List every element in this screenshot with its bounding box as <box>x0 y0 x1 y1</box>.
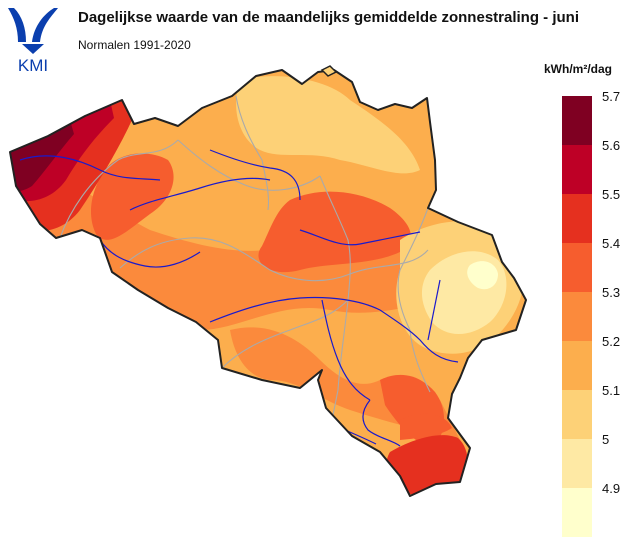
logo-mark-right <box>32 8 58 42</box>
legend-swatch <box>562 96 592 145</box>
legend-tick-label: 4.9 <box>602 481 621 496</box>
legend-tick-label: 5.6 <box>602 138 621 153</box>
belgium-outline <box>9 69 527 497</box>
zone-5-5-south <box>385 435 468 495</box>
legend-tick-label: 5.4 <box>602 236 621 251</box>
color-scale <box>562 96 592 537</box>
logo-mark-left <box>8 8 26 42</box>
zone-5-4-south <box>400 413 452 440</box>
legend-swatch <box>562 292 592 341</box>
legend-tick-label: 5.5 <box>602 187 621 202</box>
zone-5-4-centre <box>258 191 411 273</box>
kmi-logo: KMI <box>8 8 58 74</box>
legend-tick-label: 5.7 <box>602 89 621 104</box>
province-borders <box>59 95 431 431</box>
logo-mark-center <box>22 44 44 54</box>
legend-tick-label: 5.3 <box>602 285 621 300</box>
rivers <box>19 149 459 447</box>
zone-4-9-peak <box>467 261 498 290</box>
legend-tick-label: 5.1 <box>602 383 621 398</box>
legend-swatch <box>562 194 592 243</box>
legend-swatch <box>562 488 592 537</box>
logo-text: KMI <box>18 56 48 74</box>
legend-tick-label: 5 <box>602 432 610 447</box>
zone-5-2-north <box>236 76 420 174</box>
legend-swatch <box>562 145 592 194</box>
legend-swatch <box>562 390 592 439</box>
map-subtitle: Normalen 1991-2020 <box>78 38 191 52</box>
legend-swatch <box>562 439 592 488</box>
legend-unit: kWh/m²/dag <box>544 62 612 76</box>
legend-swatch <box>562 243 592 292</box>
legend-swatch <box>562 341 592 390</box>
legend-tick-label: 5.2 <box>602 334 621 349</box>
baarle-enclave <box>320 65 338 77</box>
map-title: Dagelijkse waarde van de maandelijks gem… <box>78 9 579 26</box>
zone-5-7-coast <box>10 120 74 192</box>
belgium-map <box>9 65 527 497</box>
